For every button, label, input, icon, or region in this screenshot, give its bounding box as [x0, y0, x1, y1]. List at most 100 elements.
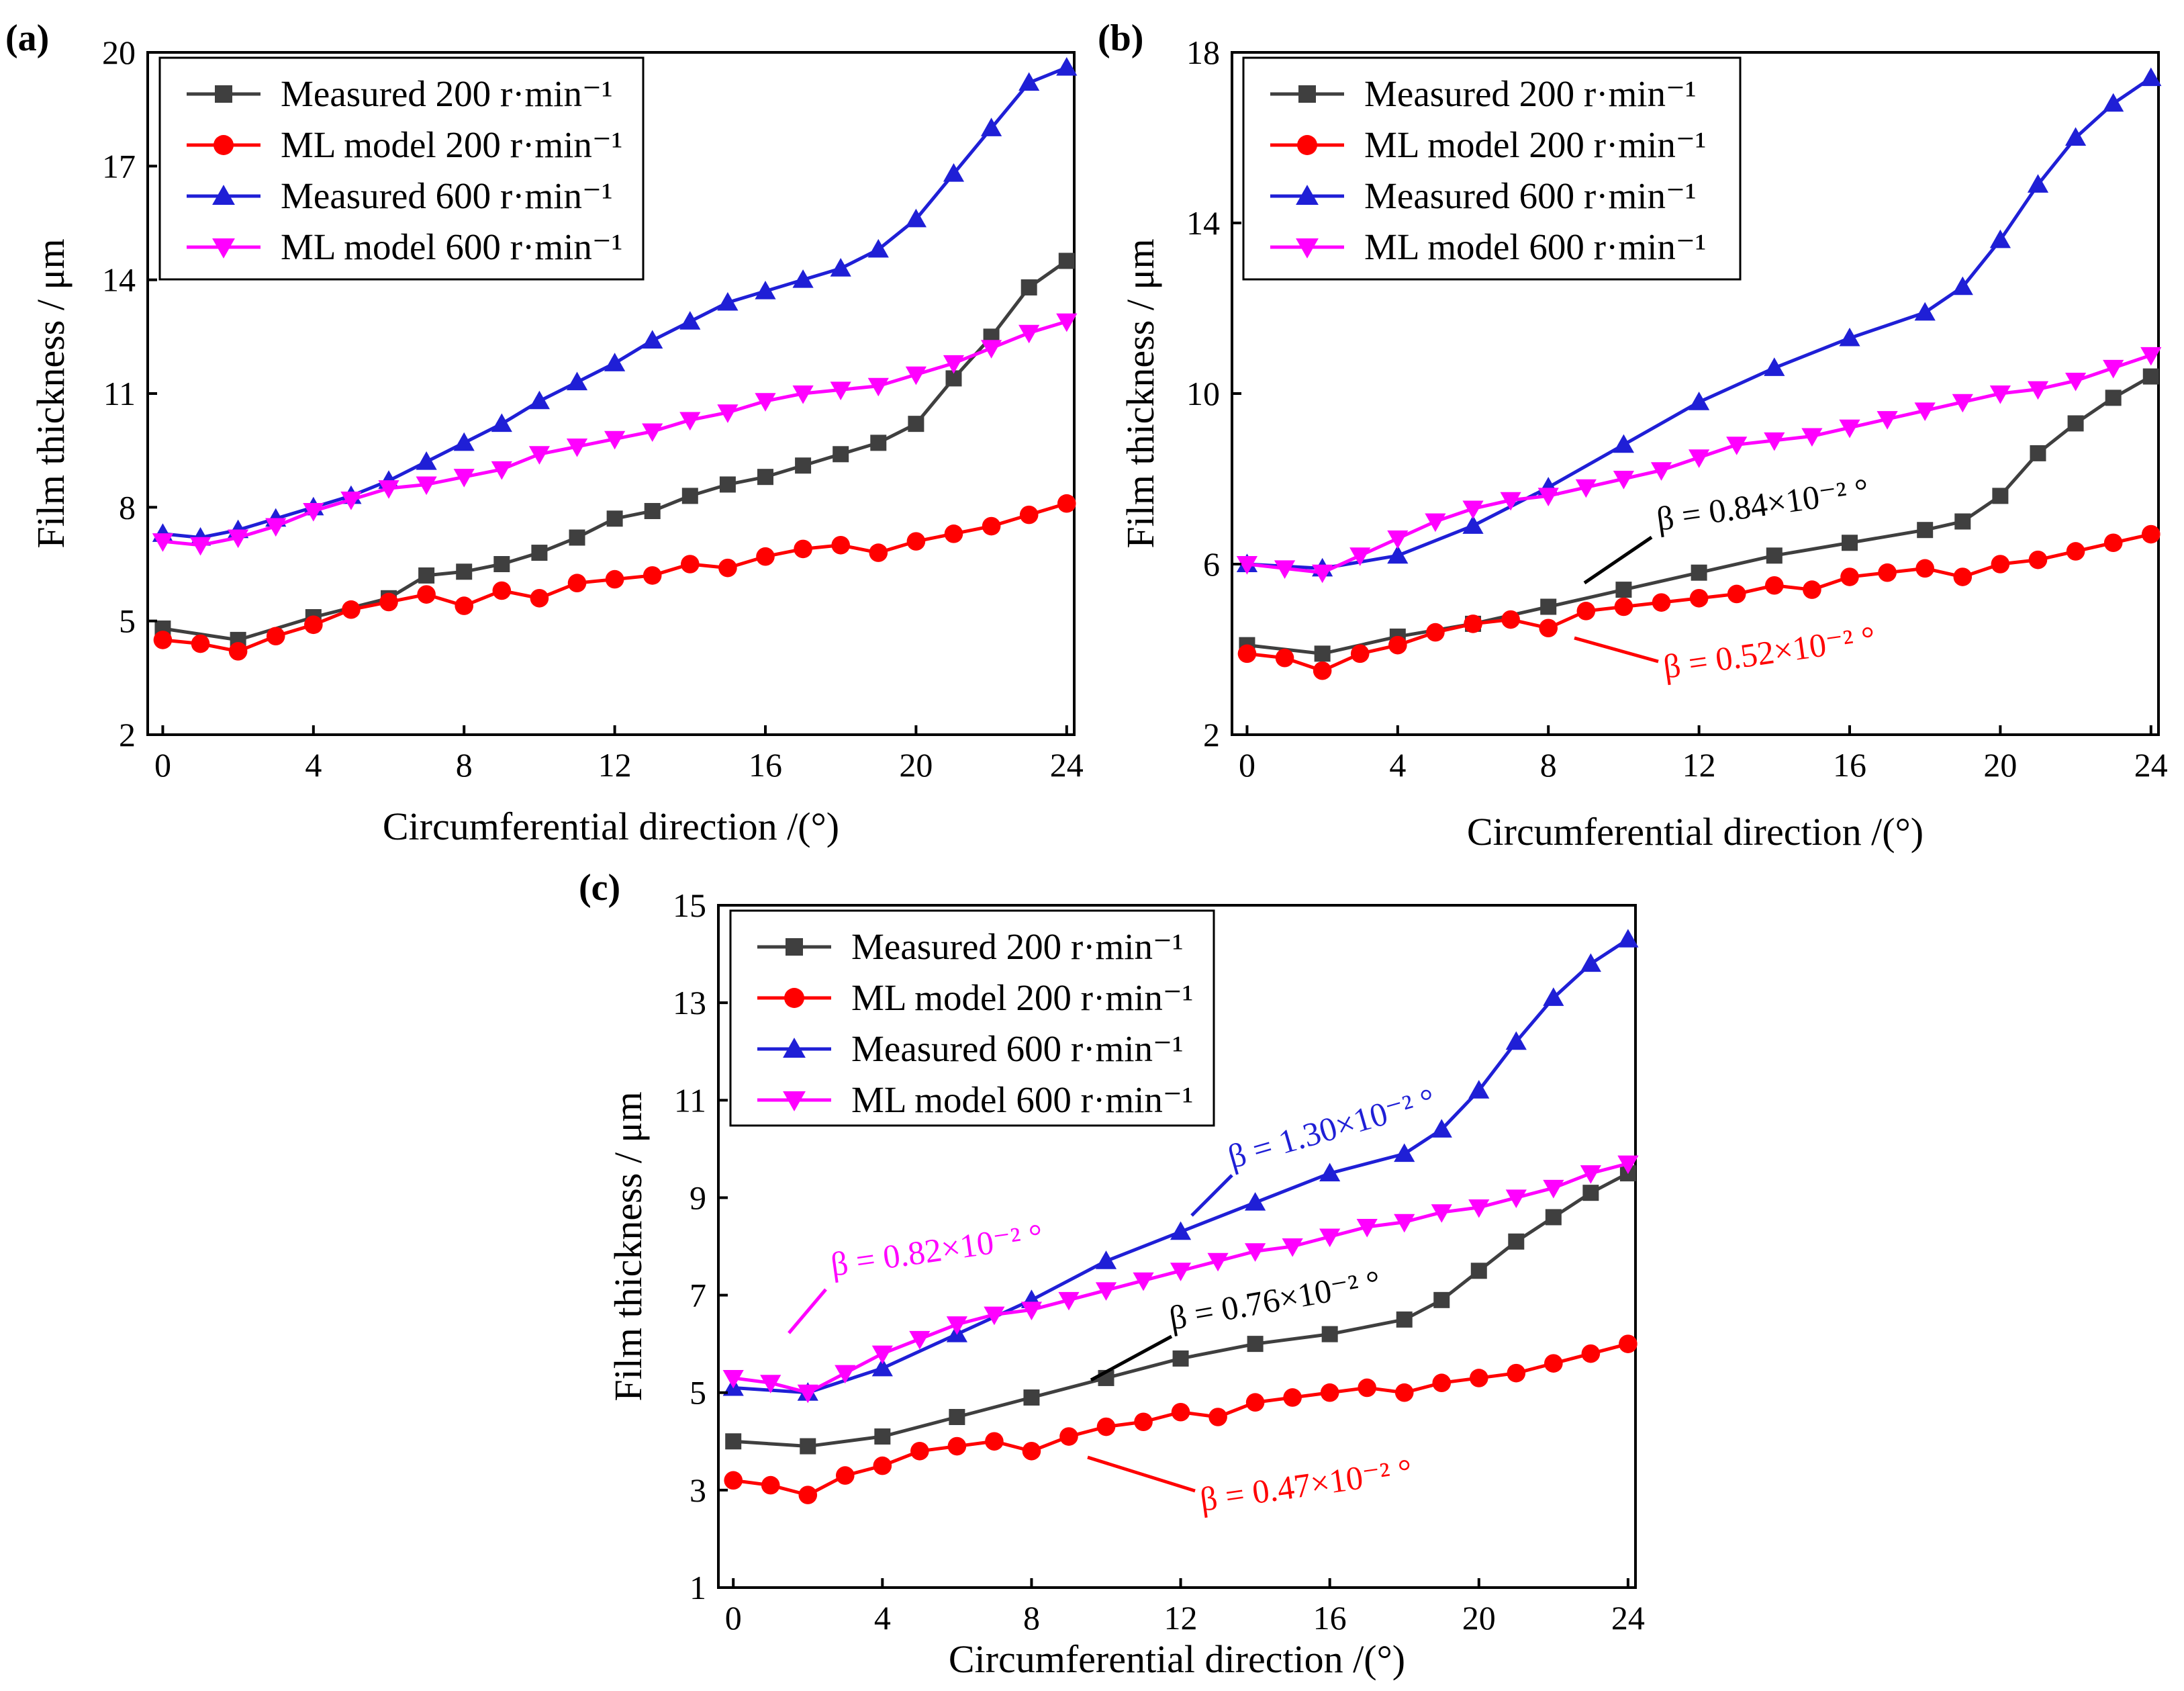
data-point	[1396, 1311, 1413, 1328]
data-point	[980, 118, 1002, 136]
data-point	[798, 1486, 818, 1504]
data-point	[906, 532, 926, 551]
data-point	[1540, 598, 1557, 615]
data-point	[456, 563, 473, 580]
data-point	[1133, 1272, 1154, 1291]
data-point	[1689, 589, 1709, 608]
data-point	[153, 631, 173, 649]
legend-marker	[215, 85, 232, 103]
data-point	[761, 1475, 780, 1495]
data-point	[1426, 623, 1445, 642]
series-c-0	[725, 1165, 1636, 1455]
data-point	[1274, 560, 1296, 579]
data-point	[492, 581, 512, 600]
data-point	[905, 208, 927, 228]
data-point	[1764, 432, 1785, 451]
data-point	[1991, 555, 2010, 574]
y-tick-label: 13	[673, 984, 706, 1021]
x-axis-label-a: Circumferential direction /(°)	[383, 805, 839, 848]
data-point	[1575, 479, 1597, 498]
data-point	[1237, 644, 1257, 664]
data-point	[2142, 368, 2159, 385]
data-point	[1023, 1389, 1040, 1406]
data-point	[1652, 593, 1671, 612]
y-ticks-a: 2 5 8 11 14 17 20	[102, 34, 157, 753]
data-point	[2030, 445, 2046, 461]
data-point	[1689, 449, 1710, 468]
data-point	[1356, 1218, 1378, 1238]
annotation-arrow-c-ml200	[1087, 1455, 1196, 1493]
legend-entry: ML model 600 r·min⁻¹	[851, 1079, 1193, 1120]
legend-b: Measured 200 r·min⁻¹ ML model 200 r·min⁻¹…	[1242, 56, 1742, 281]
data-point	[2140, 347, 2162, 366]
data-point	[833, 446, 849, 463]
y-tick-label: 6	[1203, 545, 1220, 583]
data-point	[2028, 550, 2048, 569]
data-point	[1312, 564, 1333, 584]
x-ticks-b: 0 4 8 12 16 20 24	[1239, 725, 2168, 784]
x-tick-label: 0	[725, 1599, 742, 1637]
x-tick-label: 20	[1983, 746, 2017, 784]
series-line-a-0	[162, 259, 1068, 642]
x-tick-label: 4	[1389, 746, 1406, 784]
data-point	[491, 461, 512, 480]
data-point	[342, 600, 361, 619]
legend-entry: ML model 600 r·min⁻¹	[281, 226, 622, 267]
legend-entry: Measured 200 r·min⁻¹	[851, 926, 1184, 967]
data-point	[1537, 488, 1559, 506]
x-tick-label: 8	[1540, 746, 1557, 784]
data-point	[718, 558, 737, 578]
data-point	[1431, 1204, 1452, 1223]
data-point	[830, 381, 851, 400]
x-tick-label: 8	[456, 746, 473, 784]
data-point	[869, 543, 888, 562]
series-c-3	[722, 1155, 1639, 1404]
series-c-1	[724, 1334, 1637, 1504]
data-point	[1613, 434, 1635, 453]
y-tick-label: 11	[103, 375, 136, 412]
data-point	[455, 596, 474, 615]
data-point	[1313, 661, 1332, 680]
y-tick-label: 2	[119, 716, 136, 753]
y-tick-label: 5	[119, 602, 136, 640]
data-point	[1057, 494, 1076, 513]
data-point	[152, 533, 174, 552]
data-point	[874, 1428, 891, 1445]
legend-entry: ML model 200 r·min⁻¹	[851, 977, 1193, 1018]
data-point	[1953, 567, 1973, 586]
series-c-2	[722, 929, 1639, 1401]
legend-marker	[212, 185, 235, 205]
data-point	[757, 469, 773, 486]
data-point	[567, 574, 587, 593]
data-point	[871, 1345, 893, 1365]
data-point	[910, 1442, 929, 1461]
data-point	[835, 1466, 855, 1485]
data-point	[228, 642, 248, 661]
data-point	[528, 446, 551, 465]
data-point	[982, 516, 1001, 536]
data-point	[1650, 462, 1672, 481]
series-line-b-2	[1247, 77, 2152, 570]
data-point	[719, 476, 736, 493]
data-point	[1842, 535, 1858, 551]
data-point	[1096, 1417, 1116, 1436]
y-axis-label-b: Film thickness / μm	[1119, 238, 1162, 548]
data-point	[1020, 1301, 1043, 1320]
data-point	[717, 291, 739, 311]
data-point	[1172, 1350, 1189, 1367]
data-point	[2064, 127, 2087, 146]
data-point	[1170, 1263, 1192, 1281]
data-point	[797, 1384, 818, 1404]
y-tick-label: 3	[690, 1471, 706, 1509]
data-point	[908, 416, 924, 432]
data-point	[1283, 1388, 1302, 1407]
data-point	[681, 488, 698, 504]
data-point	[566, 439, 588, 457]
data-point	[453, 469, 475, 488]
legend-entry: Measured 600 r·min⁻¹	[281, 175, 613, 216]
legend-entry: ML model 600 r·min⁻¹	[1364, 226, 1706, 267]
x-tick-label: 16	[749, 746, 782, 784]
x-tick-label: 12	[598, 746, 632, 784]
data-point	[1580, 953, 1601, 972]
data-point	[800, 1438, 816, 1455]
